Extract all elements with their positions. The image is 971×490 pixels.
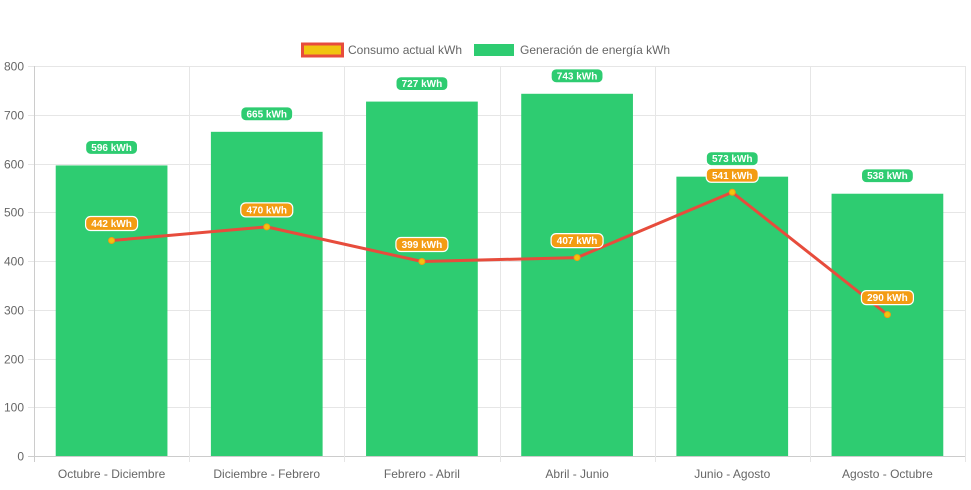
consumption-point bbox=[573, 254, 581, 262]
consumption-data-label-box bbox=[705, 167, 759, 183]
consumption-data-label-text: 470 kWh bbox=[246, 205, 287, 216]
consumption-data-label: 470 kWh bbox=[240, 202, 294, 218]
generation-data-label-box bbox=[860, 168, 915, 184]
axes: 0 100 200 300 400 500 600 700 800 Octubre - Dicie… bbox=[4, 60, 933, 482]
consumption-line bbox=[111, 190, 889, 316]
x-tick-label: Abril - Junio bbox=[545, 467, 609, 481]
x-tick-label: Febrero - Abril bbox=[384, 467, 460, 481]
data-labels: 596 kWh 665 kWh 727 kWh 743 kWh 573 kWh 538 k… bbox=[84, 68, 915, 306]
y-tick-label: 600 bbox=[4, 158, 24, 172]
generation-data-label-box bbox=[395, 75, 449, 92]
generation-data-label-text: 743 kWh bbox=[557, 71, 598, 82]
legend: Consumo actual kWh Generación de energía … bbox=[301, 42, 670, 58]
generation-data-label: 573 kWh bbox=[705, 151, 759, 167]
generation-data-label: 743 kWh bbox=[550, 68, 604, 84]
generation-data-label: 727 kWh bbox=[395, 75, 449, 92]
y-tick-label: 200 bbox=[4, 353, 24, 367]
grid-lines bbox=[28, 66, 966, 462]
consumption-data-label: 407 kWh bbox=[550, 232, 604, 249]
generation-data-label-box bbox=[240, 106, 294, 122]
generation-data-label-text: 596 kWh bbox=[91, 143, 132, 154]
line-series bbox=[108, 188, 891, 319]
generation-bar bbox=[521, 93, 633, 456]
legend-swatch-consumption bbox=[301, 42, 344, 58]
consumption-point bbox=[263, 223, 271, 231]
consumption-data-label: 442 kWh bbox=[84, 215, 139, 232]
consumption-data-label-box bbox=[860, 290, 915, 306]
x-tick-label: Junio - Agosto bbox=[694, 467, 770, 481]
generation-data-label: 665 kWh bbox=[240, 106, 294, 122]
legend-item-generation: Generación de energía kWh bbox=[474, 43, 670, 57]
x-tick-label: Octubre - Diciembre bbox=[58, 467, 166, 481]
consumption-point bbox=[108, 237, 116, 245]
consumption-data-label: 290 kWh bbox=[860, 290, 915, 306]
consumption-point bbox=[728, 188, 736, 196]
legend-label-consumption: Consumo actual kWh bbox=[348, 43, 462, 57]
consumption-data-label-box bbox=[395, 236, 449, 253]
consumption-point bbox=[883, 311, 891, 319]
generation-bar bbox=[210, 131, 323, 456]
generation-bar bbox=[676, 176, 789, 456]
consumption-data-label-text: 442 kWh bbox=[91, 219, 132, 230]
x-tick-label: Diciembre - Febrero bbox=[213, 467, 320, 481]
y-tick-label: 100 bbox=[4, 401, 24, 415]
generation-bar bbox=[55, 165, 168, 456]
y-tick-label: 800 bbox=[4, 60, 24, 74]
generation-data-label-box bbox=[550, 68, 604, 84]
x-tick-label: Agosto - Octubre bbox=[842, 467, 933, 481]
consumption-data-label-text: 399 kWh bbox=[402, 240, 443, 251]
generation-bar bbox=[366, 101, 478, 457]
legend-label-generation: Generación de energía kWh bbox=[520, 43, 670, 57]
consumption-point bbox=[418, 257, 426, 265]
y-tick-label: 400 bbox=[4, 255, 24, 269]
y-tick-label: 0 bbox=[17, 450, 24, 464]
consumption-data-label-box bbox=[240, 202, 294, 218]
generation-data-label-box bbox=[705, 151, 759, 167]
consumption-data-label-text: 407 kWh bbox=[557, 236, 598, 247]
generation-data-label-text: 727 kWh bbox=[402, 79, 443, 90]
generation-data-label-box bbox=[84, 139, 139, 156]
generation-data-label-text: 665 kWh bbox=[246, 109, 287, 120]
y-tick-label: 300 bbox=[4, 304, 24, 318]
y-tick-label: 500 bbox=[4, 206, 24, 220]
generation-bar bbox=[831, 193, 944, 456]
consumption-data-label-text: 541 kWh bbox=[712, 171, 753, 182]
generation-data-label: 538 kWh bbox=[860, 168, 915, 184]
consumption-data-label-text: 290 kWh bbox=[867, 293, 908, 304]
consumption-data-label-box bbox=[84, 215, 139, 232]
consumption-data-label: 541 kWh bbox=[705, 167, 759, 183]
consumption-data-label: 399 kWh bbox=[395, 236, 449, 253]
generation-data-label: 596 kWh bbox=[84, 139, 139, 156]
legend-swatch-generation bbox=[474, 44, 514, 56]
generation-data-label-text: 538 kWh bbox=[867, 171, 908, 182]
legend-item-consumption: Consumo actual kWh bbox=[301, 42, 462, 58]
y-tick-label: 700 bbox=[4, 109, 24, 123]
consumption-data-label-box bbox=[550, 232, 604, 249]
generation-data-label-text: 573 kWh bbox=[712, 154, 753, 165]
